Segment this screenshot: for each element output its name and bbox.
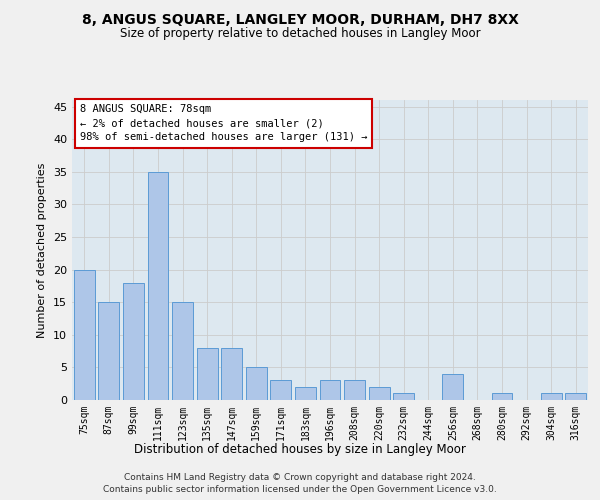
Bar	[98, 302, 119, 400]
Text: Contains public sector information licensed under the Open Government Licence v3: Contains public sector information licen…	[103, 485, 497, 494]
Bar	[123, 282, 144, 400]
Bar	[295, 387, 316, 400]
Text: 8, ANGUS SQUARE, LANGLEY MOOR, DURHAM, DH7 8XX: 8, ANGUS SQUARE, LANGLEY MOOR, DURHAM, D…	[82, 12, 518, 26]
Bar	[565, 394, 586, 400]
Bar	[344, 380, 365, 400]
Bar	[246, 368, 267, 400]
Bar	[320, 380, 340, 400]
Text: 8 ANGUS SQUARE: 78sqm
← 2% of detached houses are smaller (2)
98% of semi-detach: 8 ANGUS SQUARE: 78sqm ← 2% of detached h…	[80, 104, 367, 142]
Bar	[172, 302, 193, 400]
Bar	[541, 394, 562, 400]
Bar	[271, 380, 292, 400]
Y-axis label: Number of detached properties: Number of detached properties	[37, 162, 47, 338]
Bar	[491, 394, 512, 400]
Bar	[74, 270, 95, 400]
Bar	[197, 348, 218, 400]
Bar	[442, 374, 463, 400]
Text: Contains HM Land Registry data © Crown copyright and database right 2024.: Contains HM Land Registry data © Crown c…	[124, 472, 476, 482]
Bar	[148, 172, 169, 400]
Bar	[368, 387, 389, 400]
Text: Size of property relative to detached houses in Langley Moor: Size of property relative to detached ho…	[119, 28, 481, 40]
Bar	[221, 348, 242, 400]
Text: Distribution of detached houses by size in Langley Moor: Distribution of detached houses by size …	[134, 442, 466, 456]
Bar	[393, 394, 414, 400]
